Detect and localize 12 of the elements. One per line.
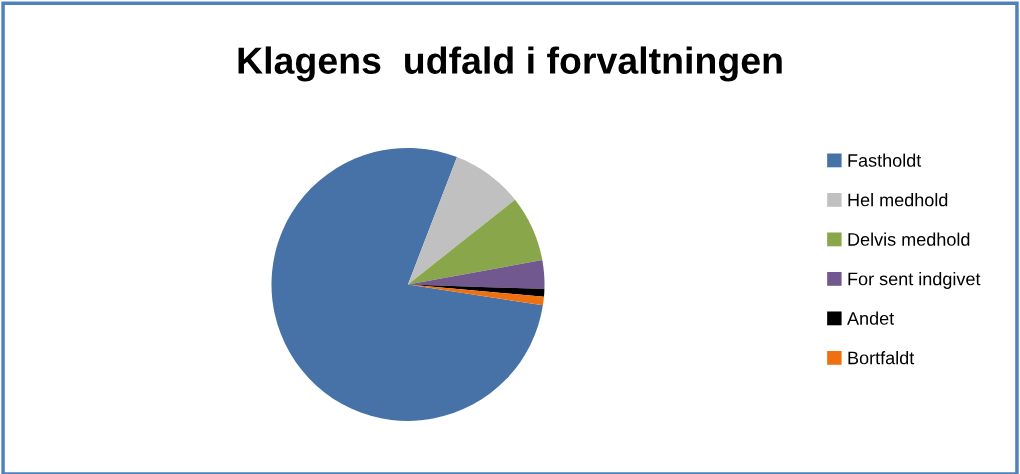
pie-slice bbox=[408, 199, 543, 285]
pie-slice bbox=[408, 284, 545, 297]
pie-slice bbox=[271, 147, 543, 421]
legend-label: Fastholdt bbox=[848, 153, 922, 167]
legend-label: Andet bbox=[847, 311, 895, 325]
chart-title: Klagens udfald i forvaltningen bbox=[238, 46, 782, 82]
pie-slice bbox=[408, 260, 545, 290]
legend-label: For sent indgivet bbox=[848, 272, 981, 289]
legend-label: Hel medhold bbox=[848, 193, 948, 207]
pie-slice bbox=[408, 156, 516, 285]
legend-label: Bortfaldt bbox=[848, 351, 915, 365]
legend-label: Delvis medhold bbox=[848, 232, 970, 246]
